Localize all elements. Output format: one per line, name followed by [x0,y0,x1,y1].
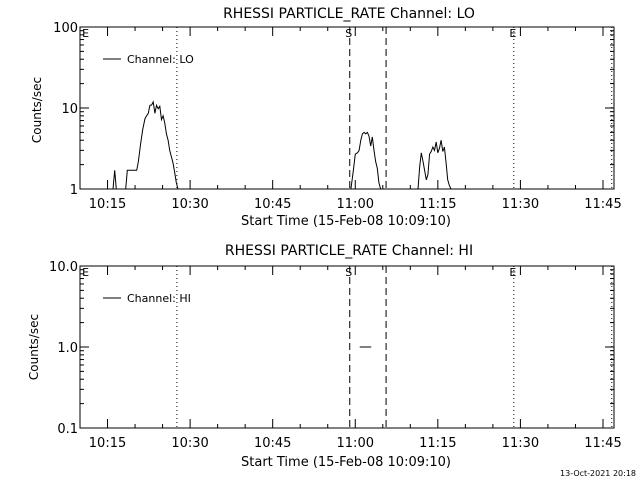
y-axis-label: Counts/sec [30,77,44,143]
chart-title: RHESSI PARTICLE_RATE Channel: LO [223,6,475,22]
x-tick-label: 10:45 [254,197,291,212]
x-tick-label: 10:30 [171,197,208,212]
marker-label: E [82,27,89,40]
x-tick-label: 10:45 [254,436,291,451]
x-tick-label: 11:30 [502,436,539,451]
x-tick-label: 11:00 [337,197,374,212]
data-series-line [350,131,386,190]
x-tick-label: 11:00 [337,436,374,451]
x-tick-label: 10:15 [89,436,126,451]
x-axis-label: Start Time (15-Feb-08 10:09:10) [241,455,451,470]
legend-label: Channel: LO [127,53,194,66]
marker-label: S [345,27,352,40]
x-axis-label: Start Time (15-Feb-08 10:09:10) [241,214,451,229]
x-tick-label: 11:15 [419,436,456,451]
data-series-line [112,100,179,190]
marker-label: E [509,266,516,279]
x-tick-label: 11:45 [584,436,621,451]
legend: Channel: HI [103,292,191,305]
y-tick-label: 1.0 [57,341,78,356]
footer-timestamp: 13-Oct-2021 20:18 [560,469,636,478]
legend-label: Channel: HI [127,292,191,305]
marker-label: E [82,266,89,279]
lo-channel-panel: RHESSI PARTICLE_RATE Channel: LO Counts/… [30,6,622,229]
x-tick-label: 11:15 [419,197,456,212]
x-tick-label: 10:15 [89,197,126,212]
hi-channel-panel: RHESSI PARTICLE_RATE Channel: HI Counts/… [27,243,622,470]
x-tick-label: 10:30 [171,436,208,451]
y-tick-label: 10 [61,102,78,117]
y-tick-label: 0.1 [57,422,78,437]
y-axis-label: Counts/sec [27,314,41,380]
y-tick-label: 10.0 [49,260,78,275]
marker-label: E [509,27,516,40]
legend: Channel: LO [103,53,194,66]
marker-label: S [345,266,352,279]
chart-title: RHESSI PARTICLE_RATE Channel: HI [225,243,473,259]
x-tick-label: 11:30 [502,197,539,212]
y-tick-label: 1 [70,183,78,198]
y-tick-label: 100 [53,21,78,36]
x-tick-label: 11:45 [584,197,621,212]
